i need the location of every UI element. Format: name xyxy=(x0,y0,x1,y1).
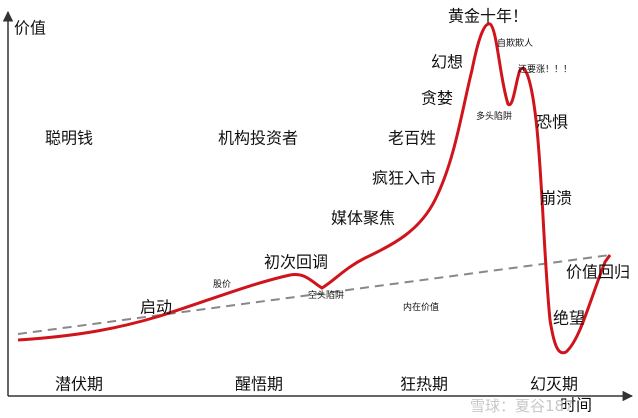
phase-label: 幻灭期 xyxy=(530,375,578,394)
annotation: 多头陷阱 xyxy=(476,110,512,122)
phase-label: 狂热期 xyxy=(400,375,448,394)
annotation: 崩溃 xyxy=(540,189,572,208)
annotation: 绝望 xyxy=(553,309,585,328)
annotation: 黄金十年！ xyxy=(448,7,528,26)
price-curve xyxy=(17,22,612,355)
annotation: 媒体聚焦 xyxy=(331,209,395,228)
investor-label: 聪明钱 xyxy=(45,129,93,148)
annotation: 还要涨！！！ xyxy=(518,63,572,75)
annotation: 疯狂入市 xyxy=(372,169,436,188)
y-axis-label: 价值 xyxy=(14,19,46,38)
watermark: 雪球：夏谷187 xyxy=(470,397,574,415)
investor-label: 老百姓 xyxy=(388,129,436,148)
annotation: 股价 xyxy=(213,279,231,290)
annotation: 启动 xyxy=(140,298,172,317)
x-axis-label: 时间 xyxy=(560,396,592,415)
annotation: 初次回调 xyxy=(264,253,328,272)
phase-label: 醒悟期 xyxy=(235,375,283,394)
annotation: 价值回归 xyxy=(566,263,630,282)
annotation: 空头陷阱 xyxy=(308,289,344,301)
annotation: 贪婪 xyxy=(421,89,453,108)
investor-label: 机构投资者 xyxy=(218,129,298,148)
annotation: 幻想 xyxy=(431,53,463,72)
annotation: 内在价值 xyxy=(403,301,439,313)
annotation: 自欺欺人 xyxy=(497,37,533,49)
annotation: 恐惧 xyxy=(536,113,568,132)
intrinsic-value-line xyxy=(17,254,611,335)
phase-label: 潜伏期 xyxy=(55,375,103,394)
